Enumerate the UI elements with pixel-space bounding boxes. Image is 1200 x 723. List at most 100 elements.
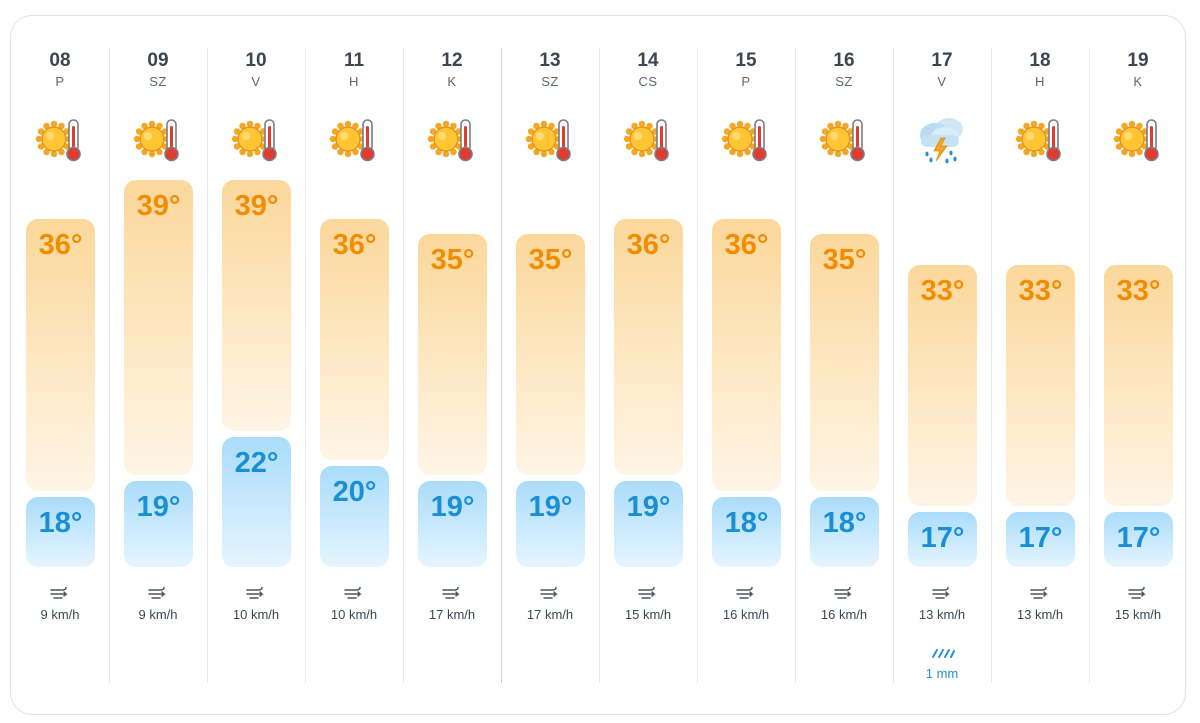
high-temp: 35° [528, 244, 573, 276]
sun-thermometer-icon [424, 111, 480, 167]
wind-speed: 10 km/h [330, 607, 378, 622]
low-temp-bar: 17° [1006, 512, 1075, 567]
high-temp: 39° [234, 190, 279, 222]
low-temp: 18° [38, 507, 83, 539]
day-date: 08 [49, 50, 71, 71]
low-temp-bar: 18° [810, 497, 879, 567]
day-column[interactable]: 09 SZ 39° 19° 9 km/h [109, 16, 207, 683]
low-temp-bar: 18° [712, 497, 781, 567]
wind-icon [305, 586, 403, 605]
day-column[interactable]: 08 P 36° 18° 9 km/h [11, 16, 109, 683]
high-temp: 36° [626, 229, 671, 261]
low-temp: 17° [1116, 522, 1161, 554]
day-column[interactable]: 13 SZ 35° 19° 17 km/h [501, 16, 599, 683]
day-weekday: V [251, 74, 261, 89]
wind-speed: 13 km/h [918, 607, 966, 622]
day-date: 14 [637, 50, 659, 71]
wind-speed: 9 km/h [138, 607, 178, 622]
high-temp: 36° [724, 229, 769, 261]
low-temp: 19° [136, 491, 181, 523]
wind-icon [893, 586, 991, 605]
sun-thermometer-icon [130, 111, 186, 167]
day-column[interactable]: 18 H 33° 17° 13 km/h [991, 16, 1089, 683]
wind-icon [697, 586, 795, 605]
wind-icon [403, 586, 501, 605]
day-date: 11 [343, 50, 365, 71]
wind-icon [795, 586, 893, 605]
day-date: 16 [833, 50, 855, 71]
wind-speed: 15 km/h [624, 607, 672, 622]
day-column[interactable]: 17 V 33° 17° 13 km/h 1 mm [893, 16, 991, 683]
day-date: 15 [735, 50, 757, 71]
high-temp-bar: 35° [810, 234, 879, 491]
high-temp-bar: 36° [712, 219, 781, 491]
low-temp: 17° [1018, 522, 1063, 554]
high-temp-bar: 35° [418, 234, 487, 475]
day-column[interactable]: 12 K 35° 19° 17 km/h [403, 16, 501, 683]
wind-speed: 16 km/h [820, 607, 868, 622]
day-column[interactable]: 15 P 36° 18° 16 km/h [697, 16, 795, 683]
day-weekday: SZ [541, 74, 559, 89]
day-date: 12 [441, 50, 463, 71]
high-temp-bar: 36° [614, 219, 683, 475]
high-temp: 39° [136, 190, 181, 222]
low-temp-bar: 19° [614, 481, 683, 567]
wind-speed: 10 km/h [232, 607, 280, 622]
day-date: 17 [931, 50, 953, 71]
day-date: 18 [1029, 50, 1051, 71]
high-temp-bar: 36° [26, 219, 95, 491]
high-temp-bar: 35° [516, 234, 585, 475]
low-temp: 19° [626, 491, 671, 523]
day-weekday: P [55, 74, 65, 89]
wind-speed: 17 km/h [526, 607, 574, 622]
thunderstorm-rain-icon [911, 111, 967, 167]
high-temp-bar: 33° [1006, 265, 1075, 506]
low-temp: 17° [920, 522, 965, 554]
day-date: 09 [147, 50, 169, 71]
high-temp: 33° [1018, 275, 1063, 307]
high-temp: 36° [332, 229, 377, 261]
sun-thermometer-icon [816, 111, 872, 167]
high-temp: 36° [38, 229, 83, 261]
low-temp-bar: 19° [418, 481, 487, 567]
low-temp-bar: 17° [908, 512, 977, 567]
day-weekday: K [447, 74, 457, 89]
day-date: 19 [1127, 50, 1149, 71]
wind-icon [991, 586, 1089, 605]
day-column[interactable]: 14 CS 36° 19° 15 km/h [599, 16, 697, 683]
day-date: 13 [539, 50, 561, 71]
day-column[interactable]: 19 K 33° 17° 15 km/h [1089, 16, 1187, 683]
wind-speed: 16 km/h [722, 607, 770, 622]
day-column[interactable]: 10 V 39° 22° 10 km/h [207, 16, 305, 683]
sun-thermometer-icon [1110, 111, 1166, 167]
high-temp: 35° [430, 244, 475, 276]
sun-thermometer-icon [522, 111, 578, 167]
sun-thermometer-icon [326, 111, 382, 167]
high-temp: 33° [1116, 275, 1161, 307]
wind-icon [501, 586, 599, 605]
low-temp: 20° [332, 476, 377, 508]
high-temp: 33° [920, 275, 965, 307]
low-temp-bar: 19° [516, 481, 585, 567]
day-column[interactable]: 16 SZ 35° 18° 16 km/h [795, 16, 893, 683]
low-temp: 19° [528, 491, 573, 523]
high-temp-bar: 33° [908, 265, 977, 506]
high-temp-bar: 39° [222, 180, 291, 431]
day-weekday: SZ [835, 74, 853, 89]
day-weekday: K [1133, 74, 1143, 89]
day-date: 10 [245, 50, 267, 71]
day-weekday: P [741, 74, 751, 89]
day-column[interactable]: 11 H 36° 20° 10 km/h [305, 16, 403, 683]
high-temp-bar: 36° [320, 219, 389, 460]
low-temp-bar: 18° [26, 497, 95, 567]
wind-speed: 17 km/h [428, 607, 476, 622]
low-temp: 18° [724, 507, 769, 539]
wind-icon [1089, 586, 1187, 605]
sun-thermometer-icon [228, 111, 284, 167]
day-weekday: H [349, 74, 359, 89]
sun-thermometer-icon [32, 111, 88, 167]
wind-speed: 13 km/h [1016, 607, 1064, 622]
wind-icon [599, 586, 697, 605]
precipitation: 1 mm [925, 666, 959, 681]
low-temp: 18° [822, 507, 867, 539]
